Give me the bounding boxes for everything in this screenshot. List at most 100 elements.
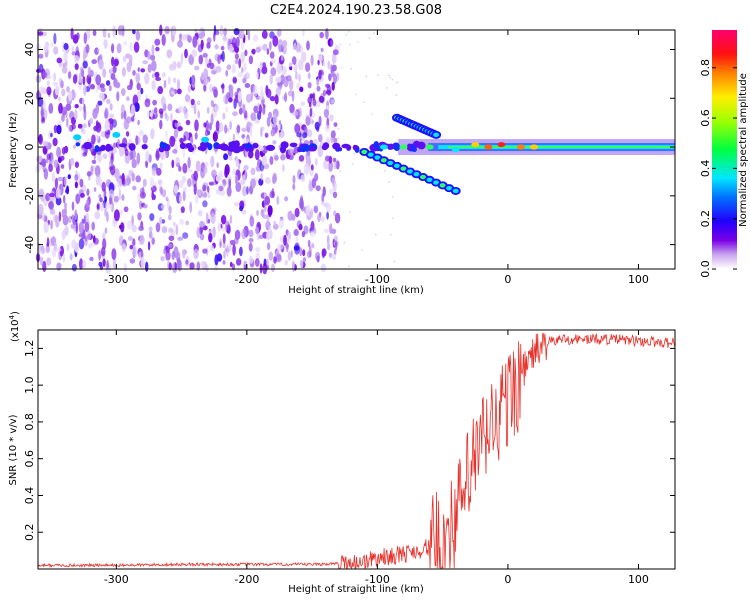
spectrogram-x-tick-label: 100	[628, 273, 649, 286]
spectrogram-noise-blob	[177, 236, 184, 241]
spectrogram-noise-blob	[144, 98, 151, 108]
spectrogram-noise-blob	[241, 66, 244, 74]
spectrogram-noise-blob	[87, 66, 92, 78]
spectrogram-noise-blob	[161, 189, 167, 198]
spectrogram-noise-blob	[131, 172, 135, 182]
spectrogram-noise-blob	[225, 106, 229, 113]
spectrogram-noise-blob	[41, 158, 47, 168]
spectrogram-noise-blob	[322, 60, 326, 68]
spectrogram-noise-blob	[61, 113, 65, 122]
spectrogram-noise-blob	[121, 25, 125, 37]
spectrogram-noise-blob	[156, 167, 162, 176]
spectrogram-noise-blob	[179, 218, 184, 225]
spectrogram-noise-blob	[201, 72, 205, 81]
spectrogram-noise-blob	[41, 247, 45, 255]
spectrogram-noise-blob	[331, 68, 335, 78]
spectrogram-noise-blob	[56, 124, 62, 135]
spectrogram-noise-blob	[97, 48, 100, 53]
spectrogram-noise-blob	[98, 249, 101, 261]
spectrogram-noise-blob	[53, 46, 59, 55]
spectrogram-noise-blob	[168, 262, 172, 271]
spectrogram-noise-blob	[39, 256, 44, 266]
spectrogram-noise-blob	[280, 154, 286, 161]
spectrogram-noise-blob	[326, 234, 330, 246]
spectrogram-noise-blob	[139, 234, 145, 245]
spectrogram-noise-blob	[121, 194, 125, 201]
carrier-blob	[353, 144, 359, 150]
spectrogram-noise-blob	[272, 140, 277, 145]
spectrogram-noise-blob	[102, 153, 108, 160]
snr-x-tick-label: -300	[104, 573, 129, 586]
spectrogram-noise-blob	[238, 58, 242, 69]
spectrogram-noise-blob	[49, 192, 55, 198]
spectrogram-noise-blob	[55, 217, 60, 228]
spectrogram-noise-blob	[209, 244, 215, 252]
spectrogram-noise-blob	[102, 232, 106, 241]
snr-y-tick-label: 0.6	[23, 450, 36, 468]
spectrogram-noise-blob	[291, 90, 295, 102]
spectrogram-noise-blob	[228, 155, 233, 161]
snr-y-tick-label: 0.8	[23, 413, 36, 431]
spectrogram-noise-blob	[82, 76, 86, 86]
spectrogram-noise-blob	[241, 127, 247, 132]
spectrogram-noise-blob	[256, 209, 259, 216]
spectrogram-noise-dot	[349, 211, 351, 213]
spectrogram-noise-blob	[62, 194, 66, 204]
spectrogram-noise-blob	[278, 120, 282, 125]
spectrogram-noise-blob	[245, 93, 252, 103]
spectrogram-noise-blob	[168, 235, 175, 241]
spectrogram-noise-blob	[286, 75, 292, 82]
spectrogram-noise-blob	[71, 201, 75, 211]
spectrogram-noise-blob	[50, 152, 54, 165]
spectrogram-noise-blob	[126, 84, 133, 91]
spectrogram-noise-blob	[262, 43, 268, 51]
spectrogram-noise-blob	[65, 185, 70, 195]
colorbar-gradient	[712, 30, 737, 269]
spectrogram-noise-blob	[320, 216, 325, 222]
spectrogram-y-tick-label: -40	[23, 236, 36, 254]
spectrogram-noise-blob	[183, 105, 187, 115]
spectrogram-noise-blob	[276, 81, 283, 87]
spectrogram-noise-blob	[50, 42, 54, 48]
spectrogram-noise-dot	[384, 169, 386, 172]
spectrogram-noise-blob	[154, 38, 161, 46]
spectrogram-noise-blob	[210, 155, 215, 168]
spectrogram-noise-blob	[296, 132, 302, 138]
spectrogram-noise-blob	[99, 83, 105, 89]
spectrogram-noise-blob	[151, 237, 155, 245]
spectrogram-noise-dot	[345, 34, 348, 36]
spectrogram-noise-blob	[155, 77, 162, 81]
spectrogram-noise-blob	[268, 251, 274, 261]
spectrogram-noise-blob	[130, 104, 136, 116]
snr-x-tick-label: -200	[234, 573, 259, 586]
spectrogram-noise-blob	[277, 39, 284, 51]
spectrogram-noise-blob	[216, 253, 223, 262]
spectrogram-noise-blob	[82, 97, 85, 105]
spectrogram-noise-blob	[329, 188, 334, 195]
spectrogram-noise-blob	[42, 141, 49, 147]
spectrogram-noise-blob	[80, 148, 85, 154]
colorbar-tick-label: 0.0	[699, 260, 712, 278]
spectrogram-noise-blob	[91, 159, 97, 164]
spectrogram-noise-dot	[393, 260, 396, 263]
spectrogram-noise-blob	[270, 59, 277, 64]
spectrogram-noise-blob	[189, 136, 194, 145]
spectrogram-noise-blob	[248, 229, 254, 238]
spectrogram-noise-blob	[302, 132, 308, 139]
spectrogram-noise-blob	[161, 219, 166, 224]
carrier-blob	[245, 143, 253, 149]
spectrogram-noise-blob	[95, 74, 101, 86]
spectrogram-noise-blob	[292, 175, 296, 184]
carrier-blob	[187, 145, 195, 153]
spectrogram-noise-blob	[204, 129, 209, 137]
spectrogram-noise-blob	[299, 86, 304, 93]
spectrogram-noise-blob	[317, 214, 321, 222]
spectrogram-noise-blob	[155, 46, 160, 52]
spectrogram-noise-blob	[73, 144, 76, 149]
spectrogram-noise-blob	[221, 226, 226, 232]
spectrogram-noise-blob	[89, 256, 94, 262]
spectrogram-noise-blob	[260, 126, 263, 138]
spectrogram-noise-blob	[109, 159, 114, 168]
spectrogram-noise-blob	[140, 68, 146, 73]
